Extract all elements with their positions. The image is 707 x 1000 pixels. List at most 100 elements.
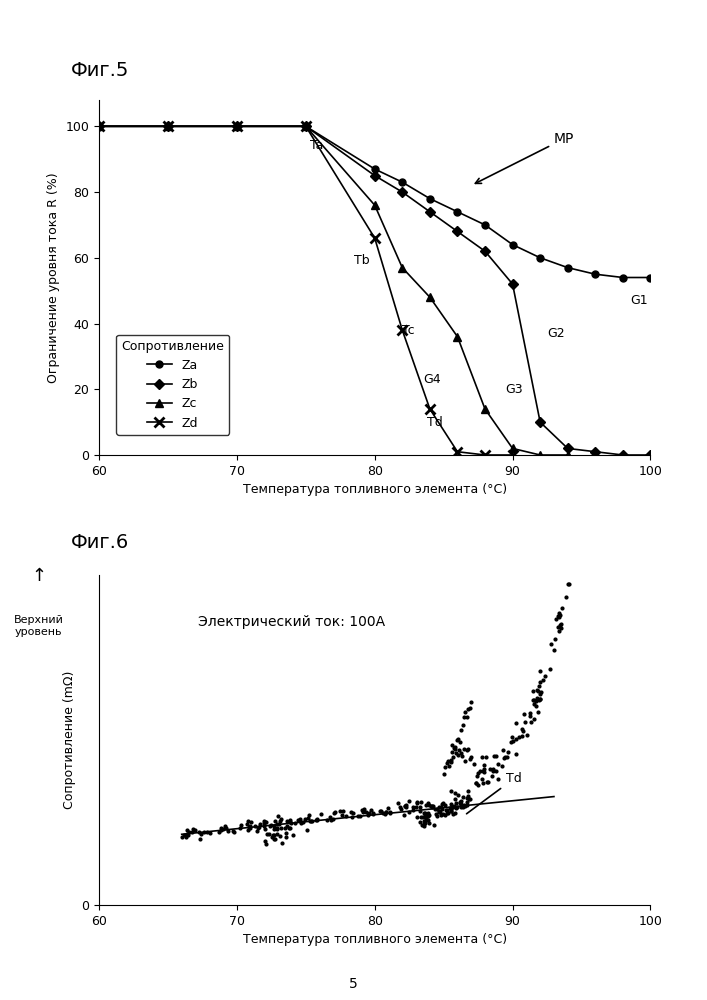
Point: [421, 811, 432, 827]
Point: [462, 790, 473, 806]
Point: [481, 774, 493, 790]
Point: [259, 821, 271, 837]
Point: [530, 693, 542, 709]
Point: [525, 708, 536, 724]
Point: [271, 820, 282, 836]
Point: [269, 813, 281, 829]
Point: [447, 799, 458, 815]
Point: [362, 807, 373, 823]
X-axis label: Температура топливного элемента (°C): Температура топливного элемента (°C): [243, 483, 507, 496]
Point: [445, 803, 457, 819]
Point: [258, 813, 269, 829]
Point: [438, 795, 449, 811]
Point: [418, 818, 429, 834]
Point: [507, 729, 518, 745]
Point: [568, 544, 580, 560]
Text: G1: G1: [630, 294, 648, 307]
Point: [271, 821, 283, 837]
Point: [346, 804, 357, 820]
Text: Td: Td: [427, 416, 443, 429]
Point: [329, 804, 341, 820]
Point: [448, 749, 459, 765]
Point: [358, 801, 369, 817]
Point: [458, 709, 469, 725]
Point: [264, 826, 275, 842]
Point: [356, 802, 368, 818]
Point: [433, 803, 445, 819]
Point: [445, 796, 456, 812]
Point: [518, 706, 530, 722]
Point: [271, 826, 282, 842]
Point: [276, 835, 288, 851]
Point: [460, 704, 471, 720]
Point: [451, 732, 462, 748]
Point: [272, 808, 284, 824]
Point: [414, 803, 426, 819]
Point: [184, 824, 195, 840]
Point: [528, 692, 539, 708]
Point: [450, 739, 461, 755]
Point: [447, 744, 458, 760]
Point: [276, 820, 287, 836]
Point: [456, 799, 467, 815]
Point: [423, 797, 435, 813]
Text: МР: МР: [475, 132, 574, 183]
Point: [510, 731, 521, 747]
Point: [399, 798, 411, 814]
Point: [296, 815, 307, 831]
Point: [486, 768, 498, 784]
Point: [534, 674, 546, 690]
Point: [498, 742, 509, 758]
Point: [533, 692, 544, 708]
Point: [461, 709, 472, 725]
Point: [268, 827, 279, 843]
Point: [303, 807, 315, 823]
Point: [269, 831, 280, 847]
Point: [325, 812, 337, 828]
Point: [287, 827, 298, 843]
Point: [566, 543, 577, 559]
Point: [195, 826, 206, 842]
Text: Ta: Ta: [310, 139, 323, 152]
Point: [462, 797, 473, 813]
Point: [255, 816, 266, 832]
Point: [219, 818, 230, 834]
Point: [281, 818, 292, 834]
Point: [260, 836, 271, 852]
Point: [454, 734, 465, 750]
Point: [400, 799, 411, 815]
Point: [274, 816, 285, 832]
Point: [379, 806, 390, 822]
Point: [443, 805, 454, 821]
Point: [517, 728, 528, 744]
Point: [462, 741, 474, 757]
Point: [525, 714, 537, 730]
Point: [450, 795, 462, 811]
Point: [266, 817, 277, 833]
Point: [460, 798, 471, 814]
Point: [517, 723, 528, 739]
Point: [524, 705, 535, 721]
Point: [447, 806, 458, 822]
Point: [422, 812, 433, 828]
Point: [535, 684, 547, 700]
Point: [180, 829, 192, 845]
Point: [496, 758, 508, 774]
Point: [367, 805, 378, 821]
Point: [259, 833, 271, 849]
Point: [532, 683, 544, 699]
Text: 5: 5: [349, 977, 358, 991]
Point: [435, 807, 446, 823]
Point: [176, 829, 187, 845]
X-axis label: Температура топливного элемента (°C): Температура топливного элемента (°C): [243, 933, 507, 946]
Point: [562, 551, 573, 567]
Point: [267, 827, 279, 843]
Point: [534, 691, 546, 707]
Point: [253, 819, 264, 835]
Point: [422, 812, 433, 828]
Point: [554, 609, 565, 625]
Y-axis label: Ограничение уровня тока R (%): Ограничение уровня тока R (%): [47, 172, 60, 383]
Point: [426, 798, 438, 814]
Point: [531, 682, 542, 698]
Text: Tb: Tb: [354, 254, 370, 267]
